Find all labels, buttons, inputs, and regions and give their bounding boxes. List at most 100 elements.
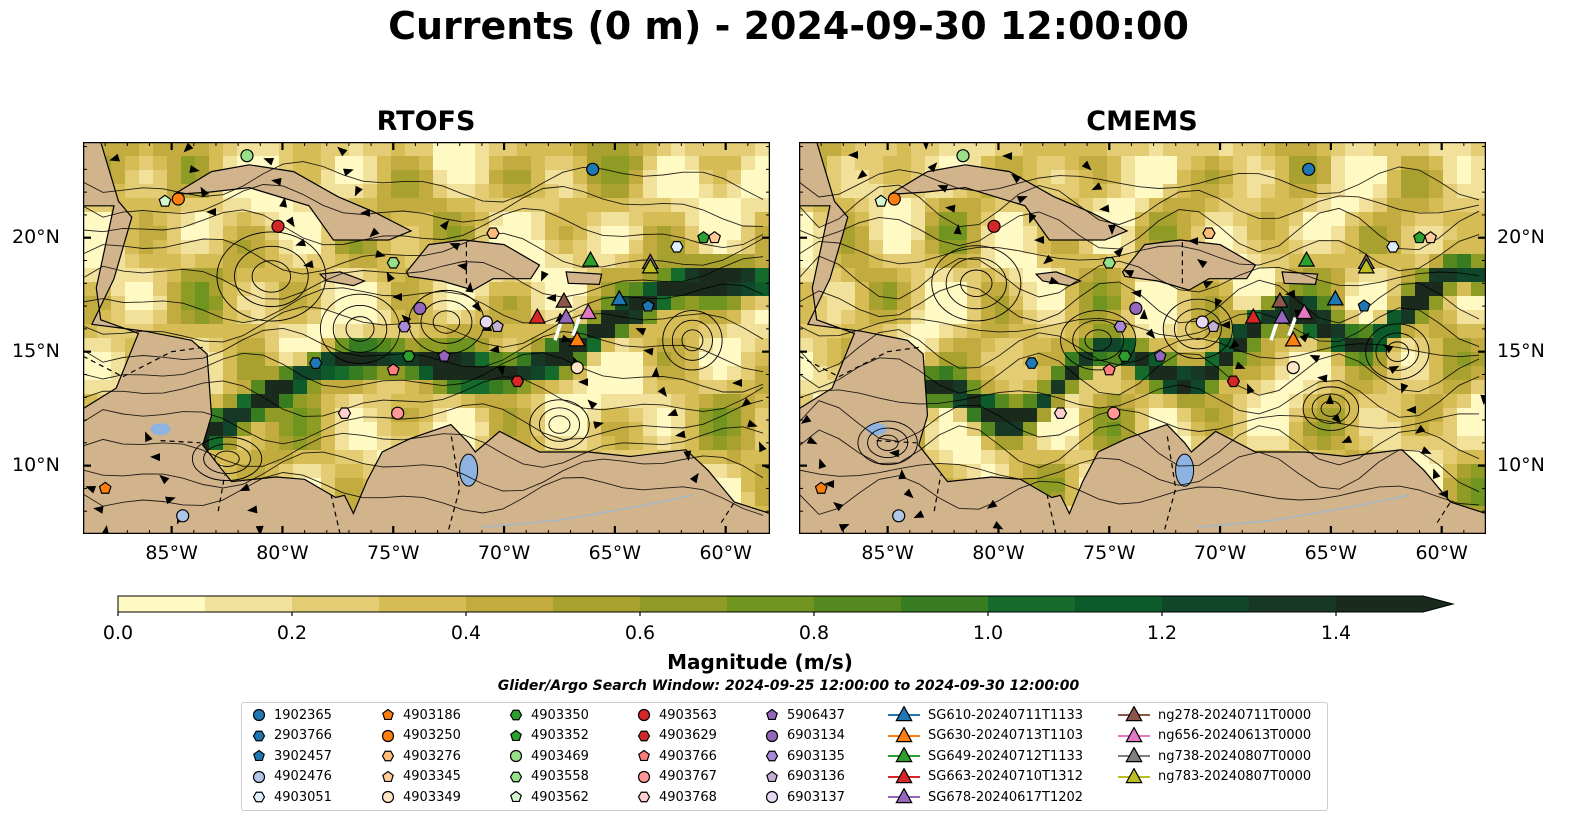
hexagon-marker-icon — [637, 791, 651, 803]
circle-marker-icon — [637, 708, 651, 722]
marker-4903186 — [98, 481, 112, 494]
legend-item: 6903135 — [763, 746, 845, 766]
legend-label: 4903352 — [531, 728, 589, 743]
legend-item: 5906437 — [763, 705, 845, 725]
x-tick-label: 70°W — [1193, 542, 1247, 564]
hexagon-marker-icon — [509, 709, 523, 721]
marker-SG610-20240711T1133 — [610, 289, 629, 306]
pentagon-marker-icon — [382, 708, 394, 721]
legend-label: 6903135 — [787, 748, 845, 764]
colorbar-tick-label: 0.2 — [276, 622, 308, 644]
circle-marker-icon — [252, 770, 266, 783]
marker-4903563 — [271, 219, 285, 233]
circle-marker-icon — [381, 729, 395, 742]
colorbar-tick-label: 0.4 — [450, 622, 482, 644]
legend-label: 4902476 — [274, 769, 332, 784]
colorbar-tick-label: 1.2 — [1146, 622, 1178, 644]
marker-4903276 — [486, 227, 500, 239]
legend-label: SG678-20240617T1202 — [928, 789, 1084, 805]
marker-SG663-20240710T1312 — [528, 307, 547, 324]
marker-4903558 — [386, 257, 400, 269]
colorbar-tick-label: 1.0 — [972, 622, 1004, 644]
marker-4903766 — [1102, 363, 1116, 376]
legend-label: SG610-20240711T1133 — [928, 707, 1084, 723]
page-title: Currents (0 m) - 2024-09-30 12:00:00 — [388, 4, 1189, 48]
colorbar-tick-label: 0.0 — [102, 622, 134, 644]
marker-4903562 — [874, 194, 888, 207]
legend-item: 4903629 — [635, 726, 717, 746]
triangle-marker-icon — [888, 767, 920, 783]
x-tick-label: 85°W — [145, 542, 198, 564]
legend-item: 4903469 — [507, 746, 589, 766]
marker-6903134 — [1129, 301, 1143, 315]
legend-item: ng783-20240807T0000 — [1116, 767, 1311, 787]
legend-label: 4903766 — [659, 748, 717, 764]
rtofs-map — [83, 142, 770, 534]
hexagon-marker-icon — [252, 791, 266, 803]
marker-4903051 — [670, 241, 684, 253]
legend-item: 4903563 — [635, 705, 717, 725]
marker-6903134 — [413, 301, 427, 315]
marker-4903767 — [1107, 406, 1121, 420]
marker-4903562 — [158, 194, 172, 207]
circle-marker-icon — [381, 790, 395, 804]
marker-4903276 — [1202, 227, 1216, 239]
y-tick-label-right: 10°N — [1497, 453, 1545, 476]
marker-4902476 — [176, 509, 190, 523]
legend-item: 4903051 — [250, 787, 332, 807]
marker-4903345 — [1424, 230, 1438, 244]
marker-SG649-20240712T1133 — [1297, 250, 1316, 267]
legend-label: ng656-20240613T0000 — [1158, 728, 1312, 743]
legend-label: SG649-20240712T1133 — [928, 748, 1084, 764]
marker-4903051 — [1386, 241, 1400, 253]
legend-item: 4903766 — [635, 746, 717, 766]
marker-SG630-20240713T1103 — [1284, 330, 1302, 347]
legend-label: 6903136 — [787, 769, 845, 784]
marker-4903186 — [814, 481, 828, 494]
legend-item: 4903345 — [379, 767, 461, 787]
legend-item: 2903766 — [250, 726, 332, 746]
marker-2903766 — [1025, 357, 1039, 369]
colorbar-label: Magnitude (m/s) — [667, 650, 853, 674]
legend-item: 4903562 — [507, 787, 589, 807]
legend-item: 6903134 — [763, 726, 845, 746]
pentagon-marker-icon — [382, 770, 394, 782]
legend-label: 4903051 — [274, 789, 332, 805]
legend-label: ng278-20240711T0000 — [1158, 707, 1312, 723]
legend-item: SG678-20240617T1202 — [886, 787, 1083, 807]
triangle-marker-icon — [1118, 706, 1150, 722]
pentagon-marker-icon — [510, 729, 522, 741]
legend-item: ng278-20240711T0000 — [1116, 705, 1311, 725]
legend-label: 4903345 — [403, 769, 461, 784]
marker-ng656-20240613T0000 — [1295, 303, 1314, 320]
hexagon-marker-icon — [381, 750, 395, 762]
legend-item: 4903250 — [379, 726, 461, 746]
marker-4902476 — [892, 509, 906, 523]
legend-label: 4903186 — [403, 707, 461, 723]
marker-6903137 — [1195, 315, 1209, 329]
legend-item: 3902457 — [250, 746, 332, 766]
legend-label: 2903766 — [274, 728, 332, 743]
hexagon-marker-icon — [252, 730, 266, 741]
legend-item: 4903349 — [379, 787, 461, 807]
pentagon-marker-icon — [638, 749, 650, 762]
marker-4903558 — [1102, 257, 1116, 269]
marker-4903350 — [1118, 350, 1132, 362]
marker-4903767 — [391, 406, 405, 420]
y-tick-label-right: 15°N — [1497, 339, 1545, 362]
marker-SG678-20240617T1202 — [1273, 307, 1291, 324]
marker-ng783-20240807T0000 — [1357, 257, 1376, 274]
x-tick-label: 75°W — [1083, 542, 1136, 564]
marker-6903135 — [397, 320, 411, 333]
triangle-marker-icon — [888, 706, 920, 722]
marker-4903766 — [386, 363, 400, 376]
marker-4903349 — [1286, 361, 1300, 375]
legend-label: 6903137 — [787, 789, 845, 805]
hexagon-marker-icon — [637, 730, 651, 741]
legend-label: 4903250 — [403, 728, 461, 743]
marker-2903766 — [309, 357, 323, 369]
legend-label: 4903350 — [531, 707, 589, 723]
marker-ng278-20240711T0000 — [1271, 291, 1289, 308]
legend-label: 4903562 — [531, 789, 589, 805]
legend-label: 4903558 — [531, 769, 589, 784]
